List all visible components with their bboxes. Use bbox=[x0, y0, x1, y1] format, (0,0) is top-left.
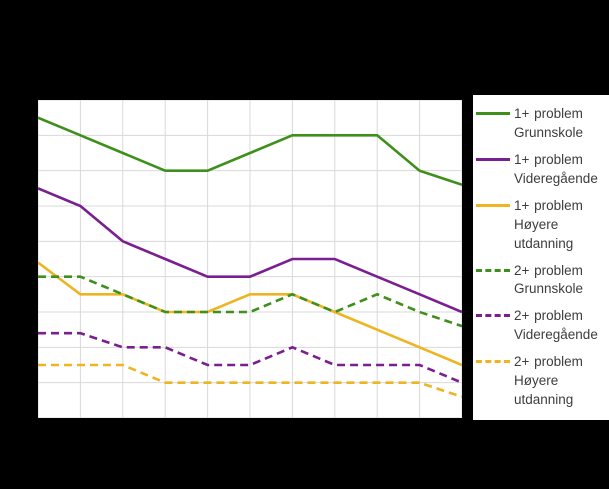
solid-line-swatch-icon bbox=[476, 112, 510, 115]
series-line-5 bbox=[38, 331, 462, 384]
dashed-line-swatch-icon bbox=[476, 314, 510, 318]
legend: 1+ problem Grunnskole 1+ problem Videreg… bbox=[473, 95, 609, 420]
legend-item-1plus-videregaende[interactable]: 1+ problem Videregående bbox=[476, 151, 608, 189]
solid-line-swatch-icon bbox=[476, 157, 510, 161]
legend-item-2plus-hoyere-utdanning[interactable]: 2+ problem Høyere utdanning bbox=[476, 353, 608, 410]
solid-line-swatch-icon bbox=[476, 203, 510, 207]
legend-label: 1+ problem Grunnskole bbox=[514, 106, 584, 140]
plot-area bbox=[38, 100, 462, 418]
dashed-line-swatch-icon bbox=[476, 268, 510, 272]
legend-label: 1+ problem Videregående bbox=[514, 151, 598, 186]
legend-label: 1+ problem Høyere utdanning bbox=[514, 197, 583, 251]
series-line-3 bbox=[38, 261, 462, 367]
legend-item-2plus-grunnskole[interactable]: 2+ problem Grunnskole bbox=[476, 262, 608, 300]
dashed-line-swatch-icon bbox=[476, 360, 510, 364]
legend-item-1plus-hoyere-utdanning[interactable]: 1+ problem Høyere utdanning bbox=[476, 197, 608, 254]
legend-label: 2+ problem Høyere utdanning bbox=[514, 354, 583, 408]
legend-label: 2+ problem Grunnskole bbox=[514, 262, 584, 297]
series-line-1 bbox=[38, 116, 462, 187]
series-line-2 bbox=[38, 187, 462, 314]
series-line-6 bbox=[38, 363, 462, 399]
legend-item-2plus-videregaende[interactable]: 2+ problem Videregående bbox=[476, 307, 608, 345]
legend-label: 2+ problem Videregående bbox=[514, 308, 598, 343]
legend-item-1plus-grunnskole[interactable]: 1+ problem Grunnskole bbox=[476, 105, 608, 143]
